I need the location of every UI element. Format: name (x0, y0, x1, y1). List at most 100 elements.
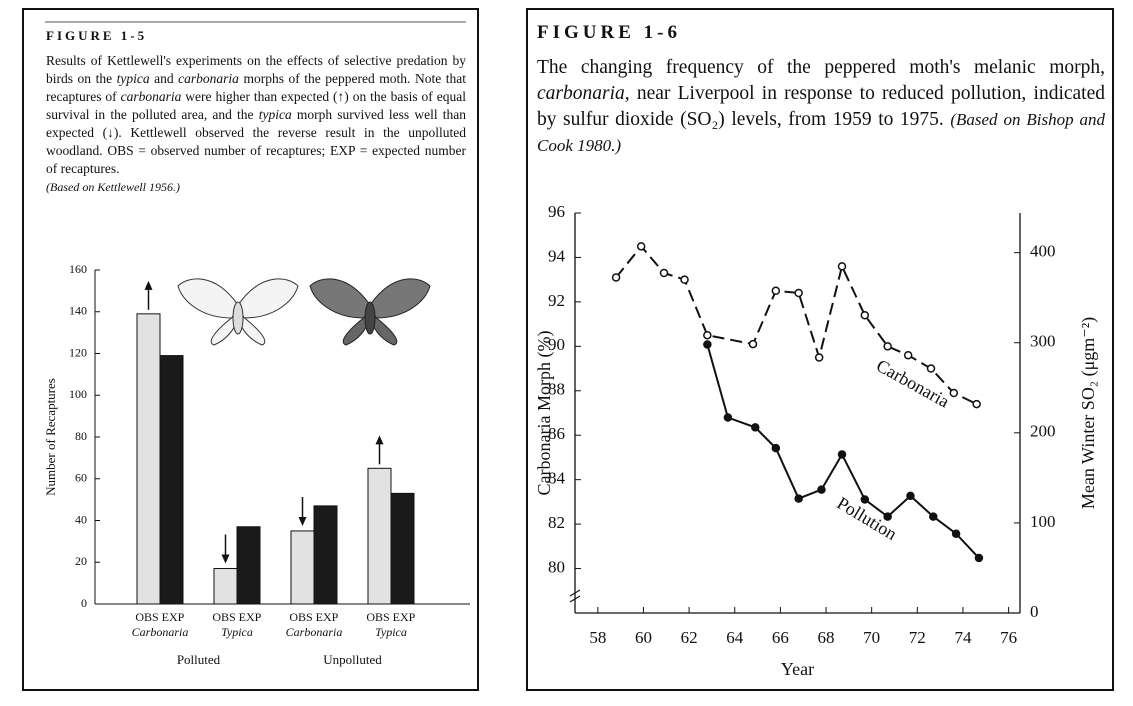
source: (Based on Bishop and Cook 1980.) (537, 110, 1105, 155)
point (814, 353, 824, 362)
bar (290, 530, 315, 605)
point (817, 485, 826, 494)
series-label: EXP (162, 610, 185, 624)
figure-label: FIGURE 1-6 (537, 22, 681, 43)
x-tick-label: Typica (375, 625, 407, 639)
point (611, 273, 621, 282)
source: (Based on Kettlewell 1956.) (46, 180, 180, 194)
point (929, 512, 938, 521)
y-tick-label: 96 (548, 202, 565, 221)
y-tick-label: 20 (75, 554, 87, 568)
caption-text: morphs of the peppered moth. Note that r… (46, 71, 466, 104)
arrow-head (144, 280, 153, 290)
point (951, 529, 961, 538)
point (771, 286, 781, 296)
y-axis-label: Carbonaria Morph (%) (534, 331, 555, 496)
x-tick-label: 58 (589, 628, 606, 647)
series-label: Carbonaria (873, 355, 953, 411)
x-tick-label: Typica (221, 625, 253, 639)
y-tick-label: 86 (548, 424, 565, 443)
moth-carbonaria (309, 278, 431, 346)
point (903, 350, 913, 360)
caption-text: , near Liverpool in response to reduced … (537, 83, 1105, 130)
group-label: Polluted (177, 652, 221, 667)
y-tick-label: 92 (548, 291, 565, 310)
y-axis-label: Number of Recaptures (43, 378, 58, 496)
caption-text: morph survived less well than expected (… (46, 107, 466, 176)
x-tick-label: 68 (818, 628, 835, 647)
bar (136, 313, 161, 605)
series-label: OBS (366, 610, 389, 624)
bar (313, 505, 338, 605)
point (949, 388, 959, 398)
x-axis-label: Year (781, 659, 814, 679)
y-tick-label: 82 (548, 513, 565, 532)
y-tick-label: 90 (548, 335, 565, 354)
point (837, 450, 847, 459)
y-tick-label: 120 (69, 345, 87, 359)
caption-italic: typica (116, 71, 150, 86)
point (883, 342, 892, 351)
y-tick-label: 40 (75, 512, 87, 526)
series-label: OBS (135, 610, 158, 624)
bar (236, 526, 261, 605)
y-tick-label: 0 (81, 596, 87, 610)
point (794, 288, 803, 298)
caption: The changing frequency of the peppered m… (537, 55, 1105, 159)
caption-italic: carbonaria (178, 71, 239, 86)
y2-tick-label: 200 (1030, 422, 1056, 441)
series-line (615, 244, 978, 406)
series-label: EXP (316, 610, 339, 624)
y-tick-label: 60 (75, 471, 87, 485)
bar (159, 355, 184, 605)
point (703, 330, 712, 340)
point (751, 423, 760, 432)
bar (213, 568, 238, 605)
point (748, 339, 758, 349)
moth-typica (177, 278, 299, 346)
point (972, 399, 981, 409)
point (883, 512, 892, 521)
bar (390, 492, 415, 605)
x-tick-label: 70 (863, 628, 880, 647)
y2-tick-label: 100 (1030, 512, 1056, 531)
bar (367, 467, 392, 605)
caption-italic: carbonaria (537, 83, 625, 104)
point (703, 340, 712, 349)
x-tick-label: 74 (954, 628, 972, 647)
point (794, 494, 803, 503)
y2-tick-label: 400 (1030, 242, 1056, 261)
caption-text: The changing frequency of the peppered m… (537, 57, 1105, 78)
x-tick-label: 64 (726, 628, 744, 647)
arrow-head (298, 516, 307, 526)
series-label: OBS (289, 610, 312, 624)
caption-text: were higher than expected (↑) on the bas… (46, 89, 466, 122)
y-tick-label: 100 (69, 387, 87, 401)
x-tick-label: 76 (1000, 628, 1017, 647)
point (860, 310, 870, 320)
series-label: OBS (212, 610, 235, 624)
point (636, 242, 646, 251)
figure-label: FIGURE 1-5 (46, 28, 148, 43)
x-tick-label: Carbonaria (132, 625, 189, 639)
point (860, 495, 870, 504)
caption-text: Results of Kettlewell's experiments on t… (46, 53, 466, 86)
y2-tick-label: 300 (1030, 332, 1056, 351)
x-tick-label: 60 (635, 628, 652, 647)
y-tick-label: 140 (69, 304, 87, 318)
caption-italic: typica (258, 107, 292, 122)
x-tick-label: Carbonaria (286, 625, 343, 639)
point (771, 443, 781, 453)
y2-tick-label: 0 (1030, 602, 1039, 621)
y-tick-label: 94 (548, 246, 566, 265)
point (974, 553, 984, 563)
caption-text: and (149, 71, 179, 86)
y-tick-label: 84 (548, 469, 566, 488)
point (926, 364, 936, 373)
panel-right (526, 8, 1114, 691)
x-tick-label: 66 (772, 628, 789, 647)
panel-left (22, 8, 479, 691)
caption-italic: carbonaria (120, 89, 182, 104)
